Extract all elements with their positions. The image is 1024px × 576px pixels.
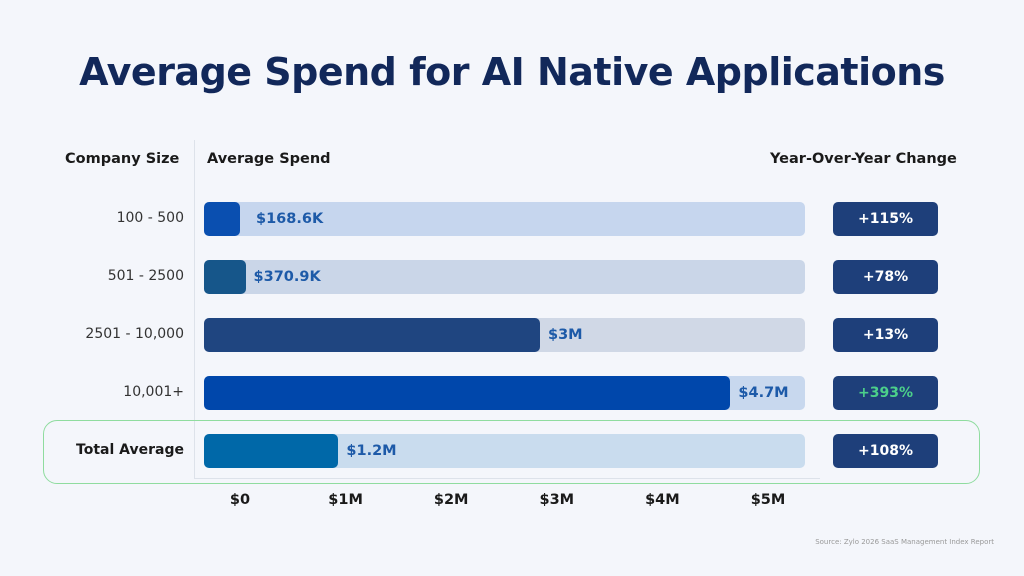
bar (204, 434, 339, 468)
yoy-change-badge: +115% (833, 202, 938, 236)
data-label: $370.9K (253, 269, 321, 285)
chart-title: Average Spend for AI Native Applications (79, 50, 945, 94)
x-axis-line (194, 478, 820, 479)
bar (204, 376, 731, 410)
bar (204, 202, 240, 236)
data-label: $168.6K (256, 211, 324, 227)
category-label: 100 - 500 (116, 210, 184, 226)
yoy-change-badge: +108% (833, 434, 938, 468)
x-tick-label: $3M (539, 492, 575, 508)
category-label: 2501 - 10,000 (85, 326, 184, 342)
category-label: Total Average (76, 442, 184, 458)
x-tick-label: $0 (229, 492, 251, 508)
value-header: Average Spend (207, 151, 331, 167)
x-tick-label: $4M (645, 492, 680, 508)
bar-track: $168.6K (204, 202, 805, 236)
category-header: Company Size (65, 151, 180, 167)
bar-track: $1.2M (204, 434, 805, 468)
x-tick-label: $2M (433, 492, 469, 508)
yoy-change-badge: +78% (833, 260, 938, 294)
bar-track: $370.9K (204, 260, 805, 294)
category-label: 10,001+ (123, 384, 184, 400)
data-label: $4.7M (738, 385, 789, 401)
change-header: Year-Over-Year Change (770, 151, 957, 167)
bar (204, 318, 540, 352)
bar-track: $3M (204, 318, 805, 352)
category-label: 501 - 2500 (107, 268, 184, 284)
total-highlight-box (43, 420, 980, 484)
x-tick-label: $5M (750, 492, 786, 508)
bar-track: $4.7M (204, 376, 805, 410)
data-label: $3M (548, 327, 583, 343)
source-note: Source: Zylo 2026 SaaS Management Index … (815, 538, 994, 546)
y-axis-line (194, 140, 195, 478)
data-label: $1.2M (346, 443, 397, 459)
yoy-change-badge: +393% (833, 376, 938, 410)
x-tick-label: $1M (328, 492, 363, 508)
bar (204, 260, 246, 294)
yoy-change-badge: +13% (833, 318, 938, 352)
